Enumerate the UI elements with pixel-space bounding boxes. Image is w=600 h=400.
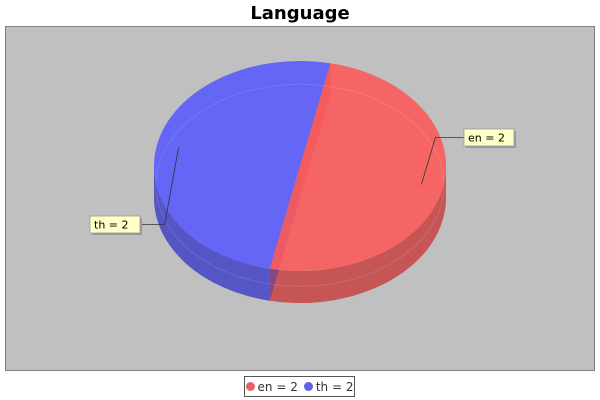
- legend-swatch-en: [245, 382, 255, 391]
- label-leader-en: [421, 137, 464, 185]
- label-leader-th: [140, 147, 180, 225]
- pie-layer: [154, 60, 447, 303]
- data-label-text-en: en = 2: [468, 132, 505, 145]
- chart-title: Language: [250, 3, 350, 24]
- legend-entry-en: en = 2: [245, 379, 298, 394]
- pie-highlight: [155, 83, 445, 287]
- data-label-en: en = 2: [463, 128, 516, 148]
- legend: en = 2 th = 2: [244, 376, 355, 397]
- data-label-box-th: [89, 215, 141, 234]
- label-layer: en = 2 th = 2: [89, 128, 516, 235]
- data-label-text-th: th = 2: [94, 219, 129, 232]
- pie-side-th: [154, 166, 270, 301]
- legend-label-th: th = 2: [315, 379, 354, 394]
- pie-slice-th: [154, 60, 331, 269]
- pie-side-en: [269, 166, 446, 303]
- data-label-th: th = 2: [89, 215, 142, 235]
- legend-swatch-th: [303, 382, 313, 391]
- data-label-box-en: [463, 128, 515, 147]
- legend-label-en: en = 2: [257, 379, 298, 394]
- pie-slice-en: [269, 63, 447, 272]
- legend-entry-th: th = 2: [303, 379, 354, 394]
